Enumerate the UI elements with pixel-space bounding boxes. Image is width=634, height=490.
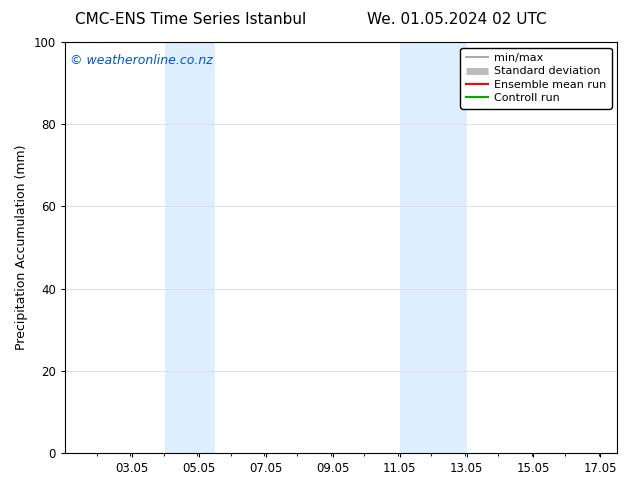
Text: © weatheronline.co.nz: © weatheronline.co.nz <box>70 54 213 68</box>
Legend: min/max, Standard deviation, Ensemble mean run, Controll run: min/max, Standard deviation, Ensemble me… <box>460 48 612 109</box>
Y-axis label: Precipitation Accumulation (mm): Precipitation Accumulation (mm) <box>15 145 28 350</box>
Bar <box>165 42 216 453</box>
Text: CMC-ENS Time Series Istanbul: CMC-ENS Time Series Istanbul <box>75 12 306 27</box>
Text: We. 01.05.2024 02 UTC: We. 01.05.2024 02 UTC <box>366 12 547 27</box>
Bar <box>399 42 467 453</box>
